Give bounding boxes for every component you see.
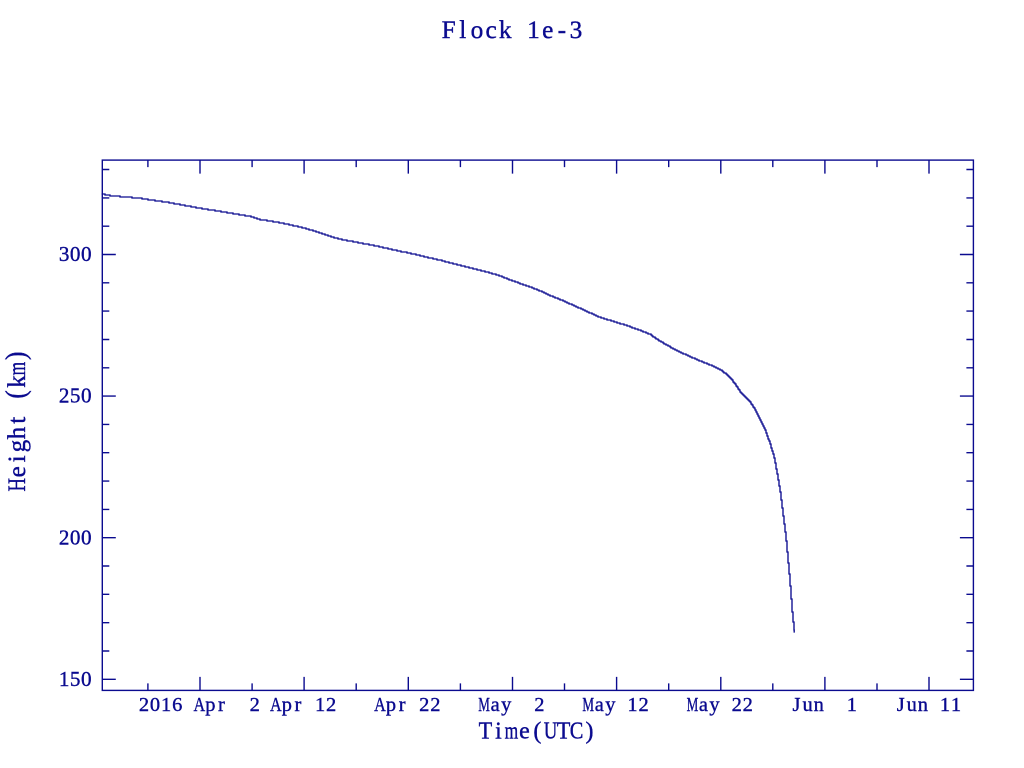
svg-text:1: 1 <box>527 16 540 44</box>
svg-text:2: 2 <box>732 694 742 716</box>
svg-text:A: A <box>270 693 282 715</box>
svg-text:a: a <box>491 694 500 716</box>
svg-text:r: r <box>399 694 406 716</box>
svg-text:(: ( <box>533 718 541 744</box>
svg-text:m: m <box>3 362 31 376</box>
svg-text:y: y <box>709 694 720 716</box>
svg-text:c: c <box>485 16 496 44</box>
svg-text:l: l <box>459 16 466 44</box>
svg-text:o: o <box>471 16 484 44</box>
svg-text:2: 2 <box>638 694 648 716</box>
svg-text:e: e <box>542 16 553 44</box>
svg-text:u: u <box>802 694 812 716</box>
svg-text:i: i <box>4 455 31 462</box>
svg-text:0: 0 <box>81 242 92 266</box>
svg-text:3: 3 <box>570 16 583 44</box>
svg-text:1: 1 <box>847 694 857 716</box>
svg-text:e: e <box>4 466 31 477</box>
svg-text:T: T <box>479 718 493 745</box>
svg-text:2: 2 <box>250 694 260 716</box>
svg-text:H: H <box>2 478 30 491</box>
svg-text:g: g <box>4 439 31 452</box>
svg-text:T: T <box>557 718 571 745</box>
svg-text:0: 0 <box>150 694 160 716</box>
svg-text:t: t <box>4 417 31 424</box>
svg-text:a: a <box>595 694 604 716</box>
svg-text:C: C <box>570 717 584 744</box>
svg-text:A: A <box>374 693 386 715</box>
svg-text:1: 1 <box>951 694 961 716</box>
svg-text:2: 2 <box>534 694 544 716</box>
svg-text:e: e <box>519 718 530 744</box>
svg-text:6: 6 <box>172 694 182 716</box>
svg-text:M: M <box>478 693 490 716</box>
svg-text:n: n <box>814 694 824 716</box>
svg-text:1: 1 <box>161 694 171 716</box>
svg-text:5: 5 <box>70 384 81 408</box>
svg-text:5: 5 <box>70 667 81 691</box>
svg-text:3: 3 <box>59 242 70 266</box>
svg-text:0: 0 <box>81 667 92 691</box>
svg-text:1: 1 <box>940 694 950 716</box>
svg-text:-: - <box>558 16 566 44</box>
svg-text:r: r <box>294 694 301 716</box>
svg-text:M: M <box>687 693 699 716</box>
svg-text:1: 1 <box>627 694 637 716</box>
svg-text:r: r <box>218 694 225 716</box>
svg-text:2: 2 <box>59 384 70 408</box>
svg-text:k: k <box>4 375 31 388</box>
svg-text:a: a <box>699 694 708 716</box>
svg-text:(: ( <box>0 390 31 398</box>
svg-text:0: 0 <box>70 525 81 549</box>
svg-text:J: J <box>793 694 801 716</box>
svg-text:1: 1 <box>59 667 70 691</box>
svg-text:y: y <box>501 694 512 716</box>
svg-text:y: y <box>605 694 616 716</box>
svg-text:1: 1 <box>315 694 325 716</box>
svg-text:2: 2 <box>139 694 149 716</box>
svg-text:A: A <box>193 693 205 715</box>
svg-text:m: m <box>505 717 519 744</box>
svg-text:p: p <box>282 694 292 716</box>
svg-text:0: 0 <box>81 525 92 549</box>
svg-text:i: i <box>495 718 502 744</box>
svg-text:n: n <box>918 694 928 716</box>
svg-text:M: M <box>582 693 594 716</box>
svg-text:2: 2 <box>326 694 336 716</box>
svg-text:0: 0 <box>81 384 92 408</box>
svg-text:h: h <box>4 426 31 439</box>
svg-text:): ) <box>586 718 594 744</box>
svg-text:0: 0 <box>70 242 81 266</box>
svg-text:F: F <box>442 16 456 44</box>
svg-text:U: U <box>544 717 558 744</box>
svg-text:J: J <box>897 694 905 716</box>
svg-text:2: 2 <box>419 694 429 716</box>
svg-text:u: u <box>907 694 917 716</box>
svg-text:p: p <box>386 694 396 716</box>
svg-text:): ) <box>0 352 31 360</box>
svg-text:p: p <box>205 694 215 716</box>
svg-text:2: 2 <box>430 694 440 716</box>
svg-text:2: 2 <box>59 525 70 549</box>
svg-text:k: k <box>499 16 512 44</box>
svg-text:2: 2 <box>743 694 753 716</box>
